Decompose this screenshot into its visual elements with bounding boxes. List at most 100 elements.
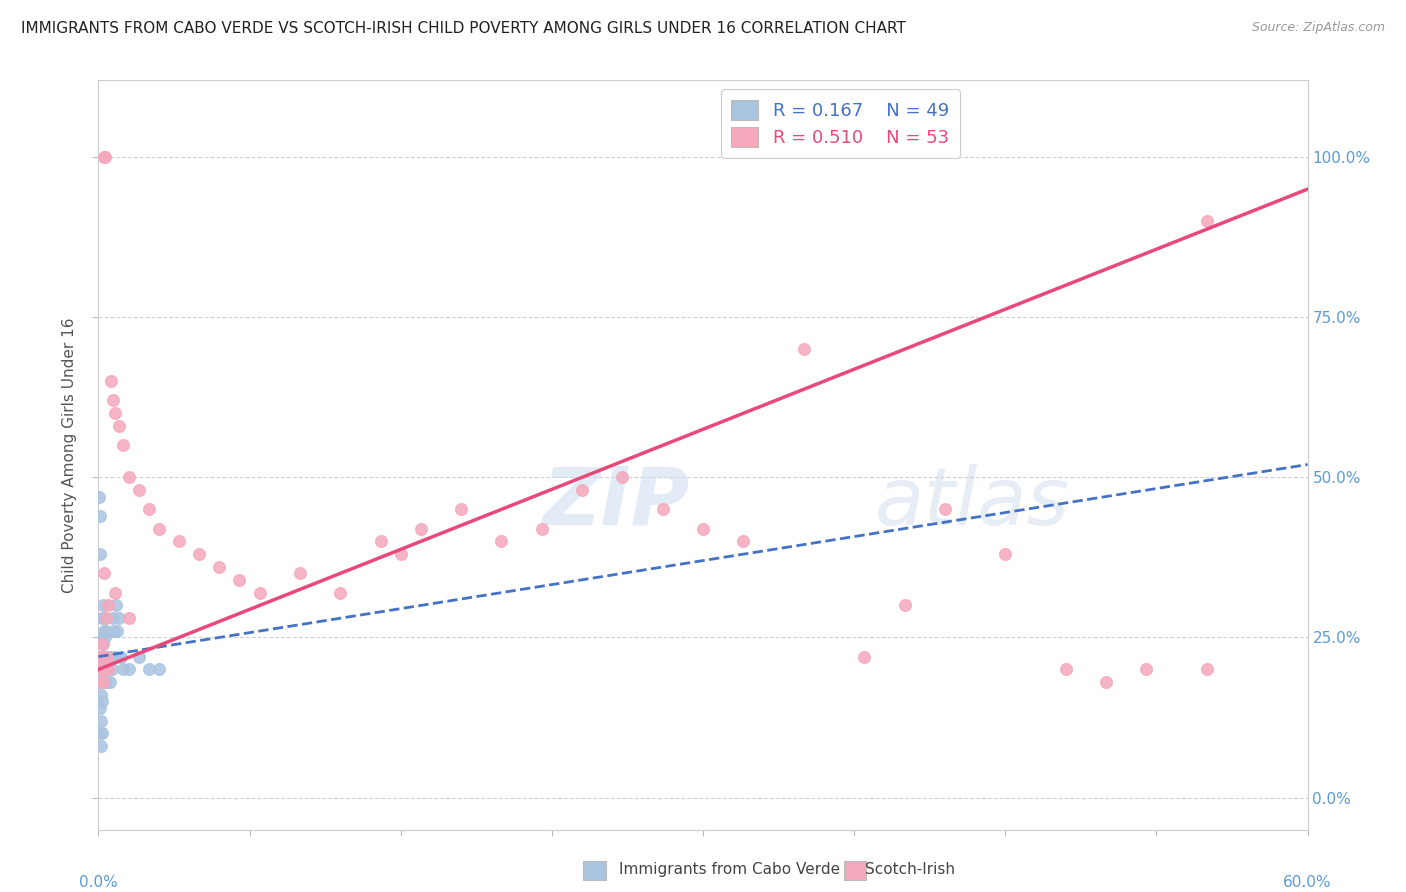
Text: 0.0%: 0.0% (79, 874, 118, 889)
Point (228, 573, 250, 587)
Point (91, 675, 114, 690)
Y-axis label: Child Poverty Among Girls Under 16: Child Poverty Among Girls Under 16 (62, 318, 77, 592)
Point (208, 560, 231, 574)
Point (97, 663, 120, 677)
Point (167, 534, 190, 549)
Point (93, 599, 115, 613)
Point (96, 611, 118, 625)
Point (107, 419, 129, 434)
Point (93, 663, 115, 677)
Point (96, 675, 118, 690)
Point (651, 502, 673, 516)
Point (98, 675, 121, 690)
Point (853, 649, 876, 664)
Point (91, 694, 114, 708)
Point (128, 483, 150, 497)
Text: atlas: atlas (875, 464, 1069, 542)
Point (93, 611, 115, 625)
Point (94, 150, 117, 164)
Point (103, 649, 125, 664)
Point (96, 649, 118, 664)
Point (97, 663, 120, 677)
Point (91, 675, 114, 690)
Point (89, 675, 111, 690)
Point (96, 649, 118, 664)
Point (94, 663, 117, 677)
Point (100, 374, 122, 388)
Point (111, 438, 134, 452)
Text: Immigrants from Cabo Verde: Immigrants from Cabo Verde (619, 863, 839, 877)
Point (91, 663, 114, 677)
Point (93, 566, 115, 581)
Point (370, 534, 392, 549)
Point (94, 631, 117, 645)
Point (104, 599, 127, 613)
Point (93, 150, 115, 164)
Point (1195, 214, 1218, 228)
Point (100, 663, 122, 677)
Point (118, 663, 141, 677)
Point (110, 649, 132, 664)
Point (491, 534, 513, 549)
Point (90, 714, 112, 728)
Point (118, 611, 141, 625)
Point (90, 688, 112, 702)
Point (89, 701, 111, 715)
Point (93, 649, 115, 664)
Point (94, 649, 117, 664)
Text: IMMIGRANTS FROM CABO VERDE VS SCOTCH-IRISH CHILD POVERTY AMONG GIRLS UNDER 16 CO: IMMIGRANTS FROM CABO VERDE VS SCOTCH-IRI… (21, 21, 905, 36)
Point (96, 624, 118, 638)
Point (91, 611, 114, 625)
Point (91, 637, 114, 651)
Point (89, 547, 111, 561)
Point (91, 631, 114, 645)
Point (90, 663, 112, 677)
Point (97, 649, 120, 664)
Point (530, 522, 553, 536)
Point (93, 637, 115, 651)
Point (1195, 663, 1218, 677)
Point (934, 502, 956, 516)
Point (409, 522, 432, 536)
Point (1095, 675, 1118, 690)
Point (100, 649, 122, 664)
Point (101, 611, 124, 625)
Point (450, 502, 472, 516)
Point (93, 624, 115, 638)
Point (103, 585, 125, 599)
Point (128, 649, 150, 664)
Point (249, 585, 271, 599)
Point (96, 663, 118, 677)
Text: ZIP: ZIP (541, 464, 689, 542)
Point (93, 649, 115, 664)
Point (93, 663, 115, 677)
Legend: R = 0.167    N = 49, R = 0.510    N = 53: R = 0.167 N = 49, R = 0.510 N = 53 (720, 89, 960, 158)
Point (94, 675, 117, 690)
Point (994, 547, 1017, 561)
Point (138, 502, 160, 516)
Point (288, 566, 311, 581)
Point (89, 726, 111, 740)
Text: Scotch-Irish: Scotch-Irish (865, 863, 955, 877)
Text: 60.0%: 60.0% (1284, 874, 1331, 889)
Point (103, 406, 125, 420)
Point (97, 599, 120, 613)
Point (111, 663, 134, 677)
Point (329, 585, 352, 599)
Point (91, 675, 114, 690)
Point (101, 393, 124, 408)
Point (571, 483, 593, 497)
Point (893, 599, 915, 613)
Point (89, 490, 111, 504)
Point (105, 624, 128, 638)
Point (138, 663, 160, 677)
Point (89, 508, 111, 523)
Point (89, 649, 111, 664)
Point (1054, 663, 1077, 677)
Point (90, 739, 112, 754)
Text: Source: ZipAtlas.com: Source: ZipAtlas.com (1251, 21, 1385, 34)
Point (91, 726, 114, 740)
Point (389, 547, 412, 561)
Point (733, 534, 755, 549)
Point (90, 663, 112, 677)
